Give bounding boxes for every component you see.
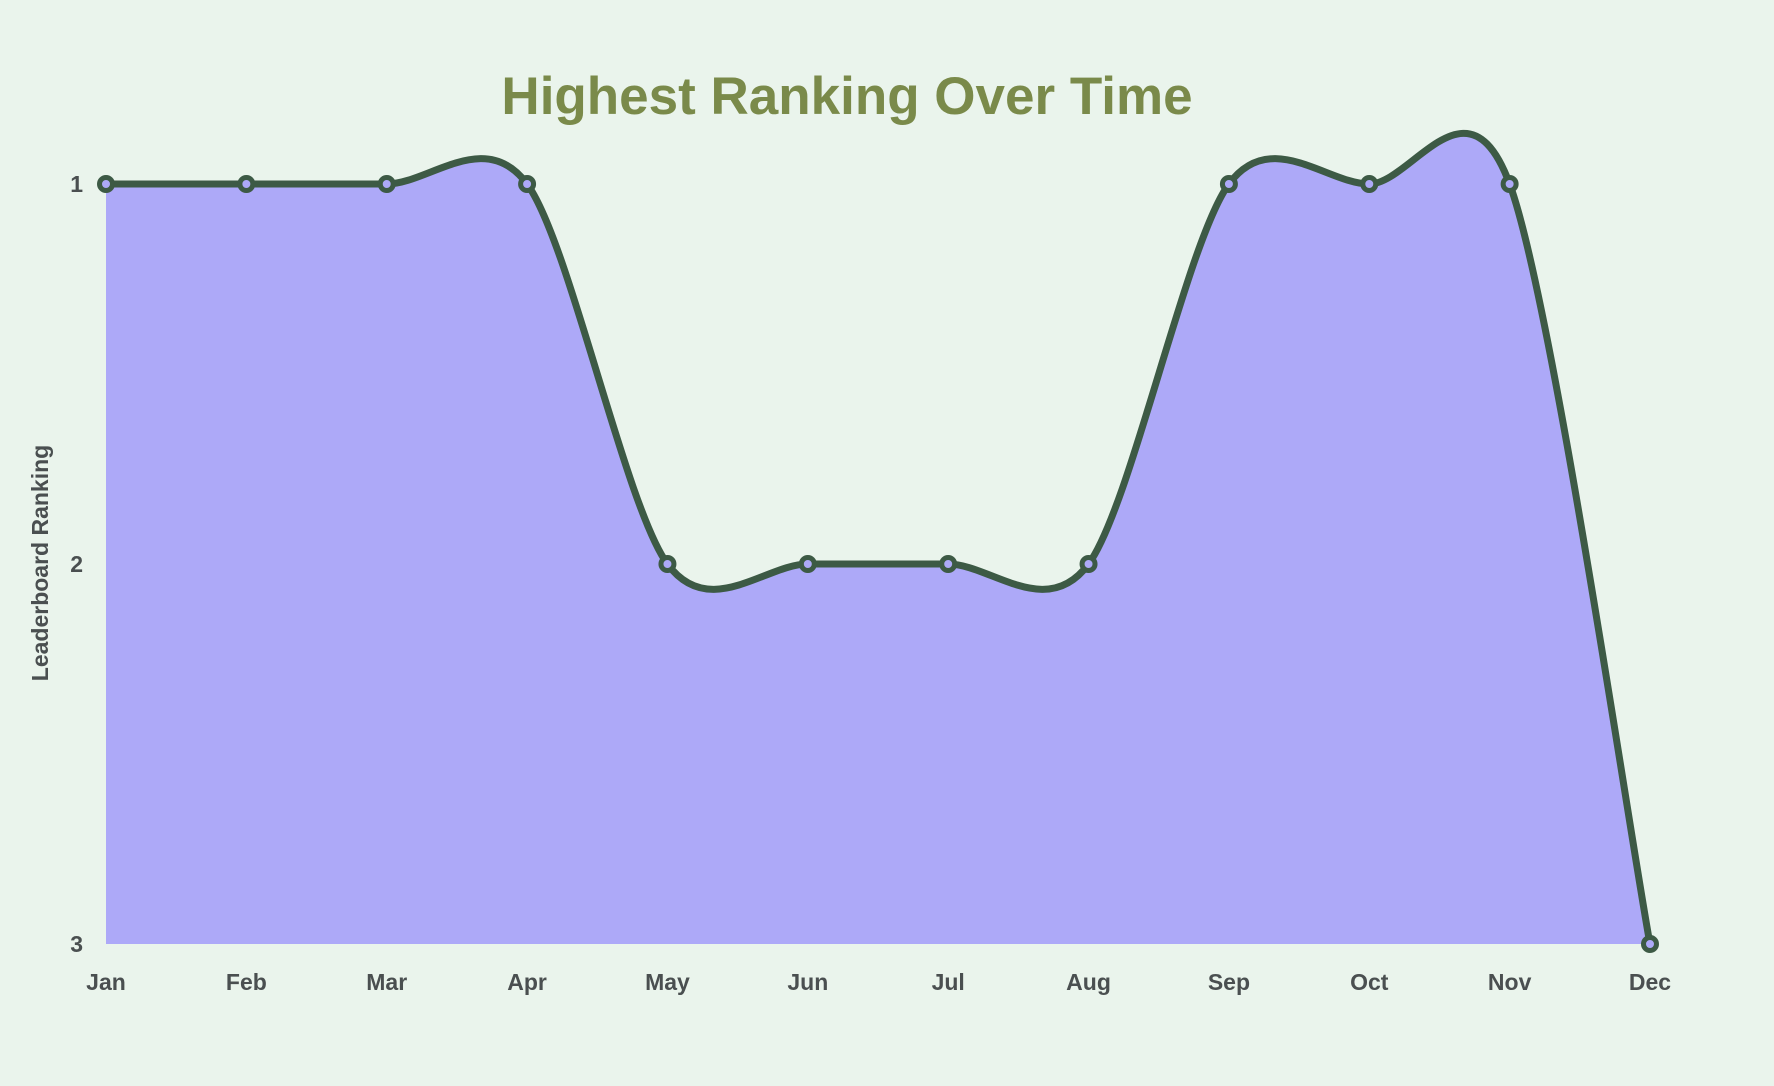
chart-title: Highest Ranking Over Time <box>501 67 1192 126</box>
line-layer <box>102 129 1654 948</box>
data-point-may[interactable] <box>658 555 677 573</box>
y-tick-label-3: 3 <box>70 931 83 957</box>
ranking-area-fill <box>106 133 1650 945</box>
data-point-apr[interactable] <box>518 175 537 193</box>
x-tick-label-mar: Mar <box>366 969 407 995</box>
x-tick-label-apr: Apr <box>507 969 547 995</box>
data-point-oct[interactable] <box>1360 175 1379 193</box>
x-tick-label-jan: Jan <box>86 969 126 995</box>
x-tick-label-nov: Nov <box>1488 969 1532 995</box>
data-point-aug[interactable] <box>1079 555 1098 573</box>
y-tick-label-2: 2 <box>70 551 83 577</box>
x-tick-label-sep: Sep <box>1208 969 1250 995</box>
marker-layer <box>97 175 1659 953</box>
data-point-jun[interactable] <box>798 555 817 573</box>
x-axis-ticks: Jan Feb Mar Apr May Jun Jul Aug Sep Oct Nov Dec <box>86 969 1671 995</box>
x-tick-label-oct: Oct <box>1350 969 1389 995</box>
data-point-feb[interactable] <box>237 175 256 193</box>
data-point-nov[interactable] <box>1500 175 1519 193</box>
y-tick-label-1: 1 <box>70 171 83 197</box>
y-axis-ticks: 1 2 3 <box>70 171 83 957</box>
x-tick-label-feb: Feb <box>226 969 267 995</box>
data-point-jul[interactable] <box>939 555 958 573</box>
area-layer <box>106 133 1650 945</box>
x-tick-label-jun: Jun <box>787 969 828 995</box>
data-point-sep[interactable] <box>1219 175 1238 193</box>
x-tick-label-dec: Dec <box>1629 969 1671 995</box>
x-tick-label-may: May <box>645 969 690 995</box>
data-point-dec[interactable] <box>1641 935 1659 953</box>
y-axis-title: Leaderboard Ranking <box>27 445 53 681</box>
ranking-series-line <box>102 129 1654 948</box>
x-tick-label-jul: Jul <box>932 969 965 995</box>
data-point-jan[interactable] <box>97 175 115 193</box>
x-tick-label-aug: Aug <box>1066 969 1111 995</box>
data-point-mar[interactable] <box>377 175 396 193</box>
